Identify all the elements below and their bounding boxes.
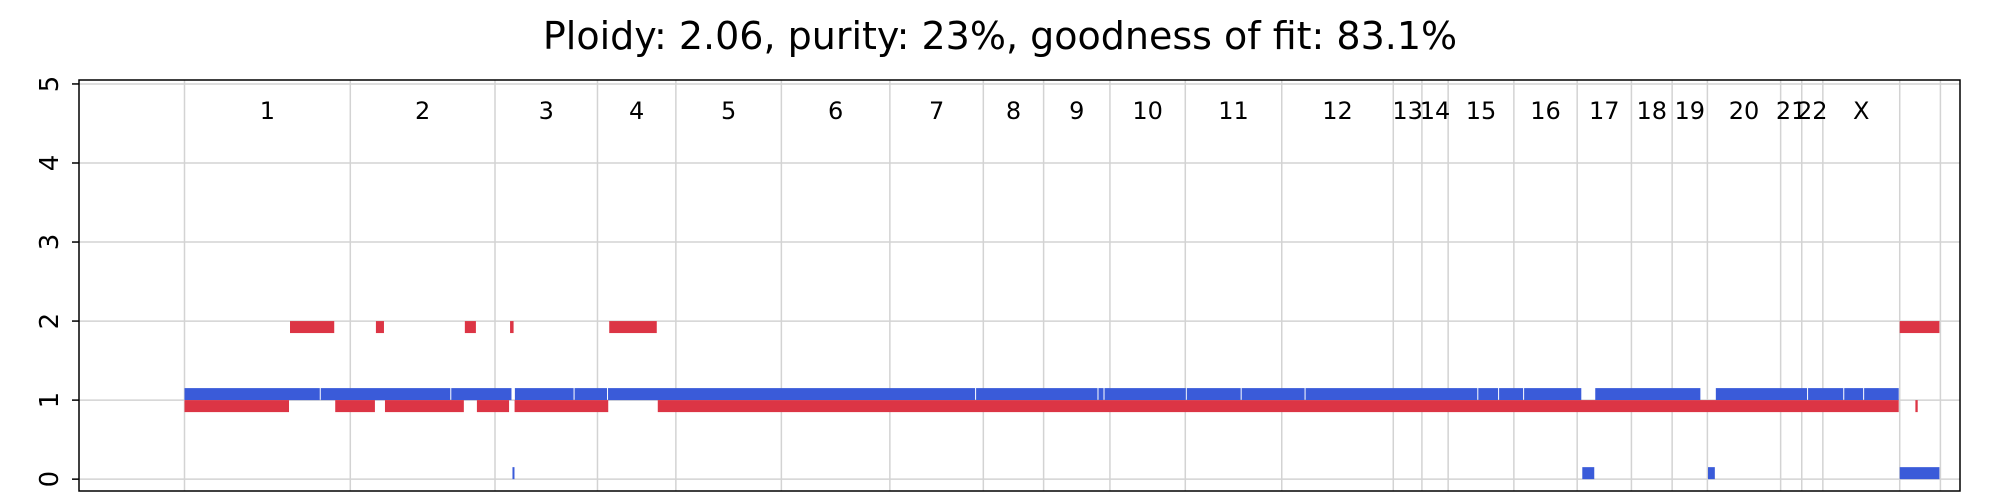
- major-segment: [574, 388, 608, 401]
- major-segment: [1715, 388, 1808, 401]
- minor-segment: [335, 400, 375, 413]
- chromosome-label-16: 16: [1530, 97, 1561, 125]
- grid-lines: [79, 80, 1960, 491]
- major-segment: [514, 388, 574, 401]
- major-segment: [320, 388, 451, 401]
- major-segment: [1186, 388, 1241, 401]
- major-segment: [1844, 388, 1864, 401]
- minor-segment: [464, 321, 476, 334]
- minor-segment: [1899, 321, 1940, 334]
- chromosome-label-7: 7: [929, 97, 944, 125]
- minor-segment: [184, 400, 290, 413]
- minor-segment: [657, 400, 1899, 413]
- chromosome-label-13: 13: [1392, 97, 1423, 125]
- major-segment: [1524, 388, 1582, 401]
- segments: [184, 321, 1940, 480]
- chromosome-label-2: 2: [415, 97, 430, 125]
- major-segment: [1899, 467, 1940, 480]
- y-tick-label: 3: [35, 234, 65, 251]
- minor-segment: [384, 400, 464, 413]
- major-segment: [512, 467, 515, 480]
- chromosome-label-10: 10: [1132, 97, 1163, 125]
- major-segment: [184, 388, 320, 401]
- minor-segment: [1915, 400, 1918, 413]
- y-tick-label: 5: [35, 76, 65, 93]
- major-segment: [976, 388, 1098, 401]
- chromosome-label-20: 20: [1729, 97, 1760, 125]
- chromosome-label-15: 15: [1466, 97, 1497, 125]
- chromosome-label-5: 5: [721, 97, 736, 125]
- chromosome-label-21: 21: [1776, 97, 1807, 125]
- y-axis-ticks: 0 1 2 3 4 5: [35, 76, 79, 488]
- chromosome-label-9: 9: [1069, 97, 1084, 125]
- y-tick-label: 1: [35, 392, 65, 409]
- minor-segment: [514, 400, 609, 413]
- major-segment: [1582, 467, 1595, 480]
- major-segment: [1098, 388, 1104, 401]
- major-segment: [1478, 388, 1499, 401]
- minor-segment: [476, 400, 510, 413]
- chromosome-label-19: 19: [1674, 97, 1705, 125]
- major-segment: [1864, 388, 1899, 401]
- chromosome-label-1: 1: [260, 97, 275, 125]
- chromosome-label-18: 18: [1637, 97, 1668, 125]
- chromosome-label-8: 8: [1006, 97, 1021, 125]
- major-segment: [1241, 388, 1305, 401]
- major-segment: [608, 388, 976, 401]
- major-segment: [1104, 388, 1186, 401]
- minor-segment: [375, 321, 384, 334]
- major-segment: [451, 388, 512, 401]
- y-tick-label: 0: [35, 471, 65, 488]
- major-segment: [1305, 388, 1478, 401]
- chart-title: Ploidy: 2.06, purity: 23%, goodness of f…: [542, 14, 1458, 58]
- chromosome-label-14: 14: [1420, 97, 1451, 125]
- major-segment: [1499, 388, 1524, 401]
- major-segment: [1595, 388, 1701, 401]
- plot-frame: [78, 79, 1961, 492]
- chromosome-label-12: 12: [1322, 97, 1353, 125]
- chromosome-label-6: 6: [828, 97, 843, 125]
- chromosome-label-X: X: [1853, 97, 1869, 125]
- major-segment: [1808, 388, 1844, 401]
- chromosome-label-22: 22: [1797, 97, 1828, 125]
- major-segment: [1707, 467, 1715, 480]
- y-tick-label: 2: [35, 313, 65, 330]
- minor-segment: [609, 321, 657, 334]
- chromosome-label-11: 11: [1218, 97, 1249, 125]
- chromosome-label-4: 4: [629, 97, 644, 125]
- chromosome-label-3: 3: [539, 97, 554, 125]
- chromosome-label-17: 17: [1589, 97, 1620, 125]
- minor-segment: [510, 321, 514, 334]
- minor-segment: [290, 321, 335, 334]
- y-tick-label: 4: [35, 155, 65, 172]
